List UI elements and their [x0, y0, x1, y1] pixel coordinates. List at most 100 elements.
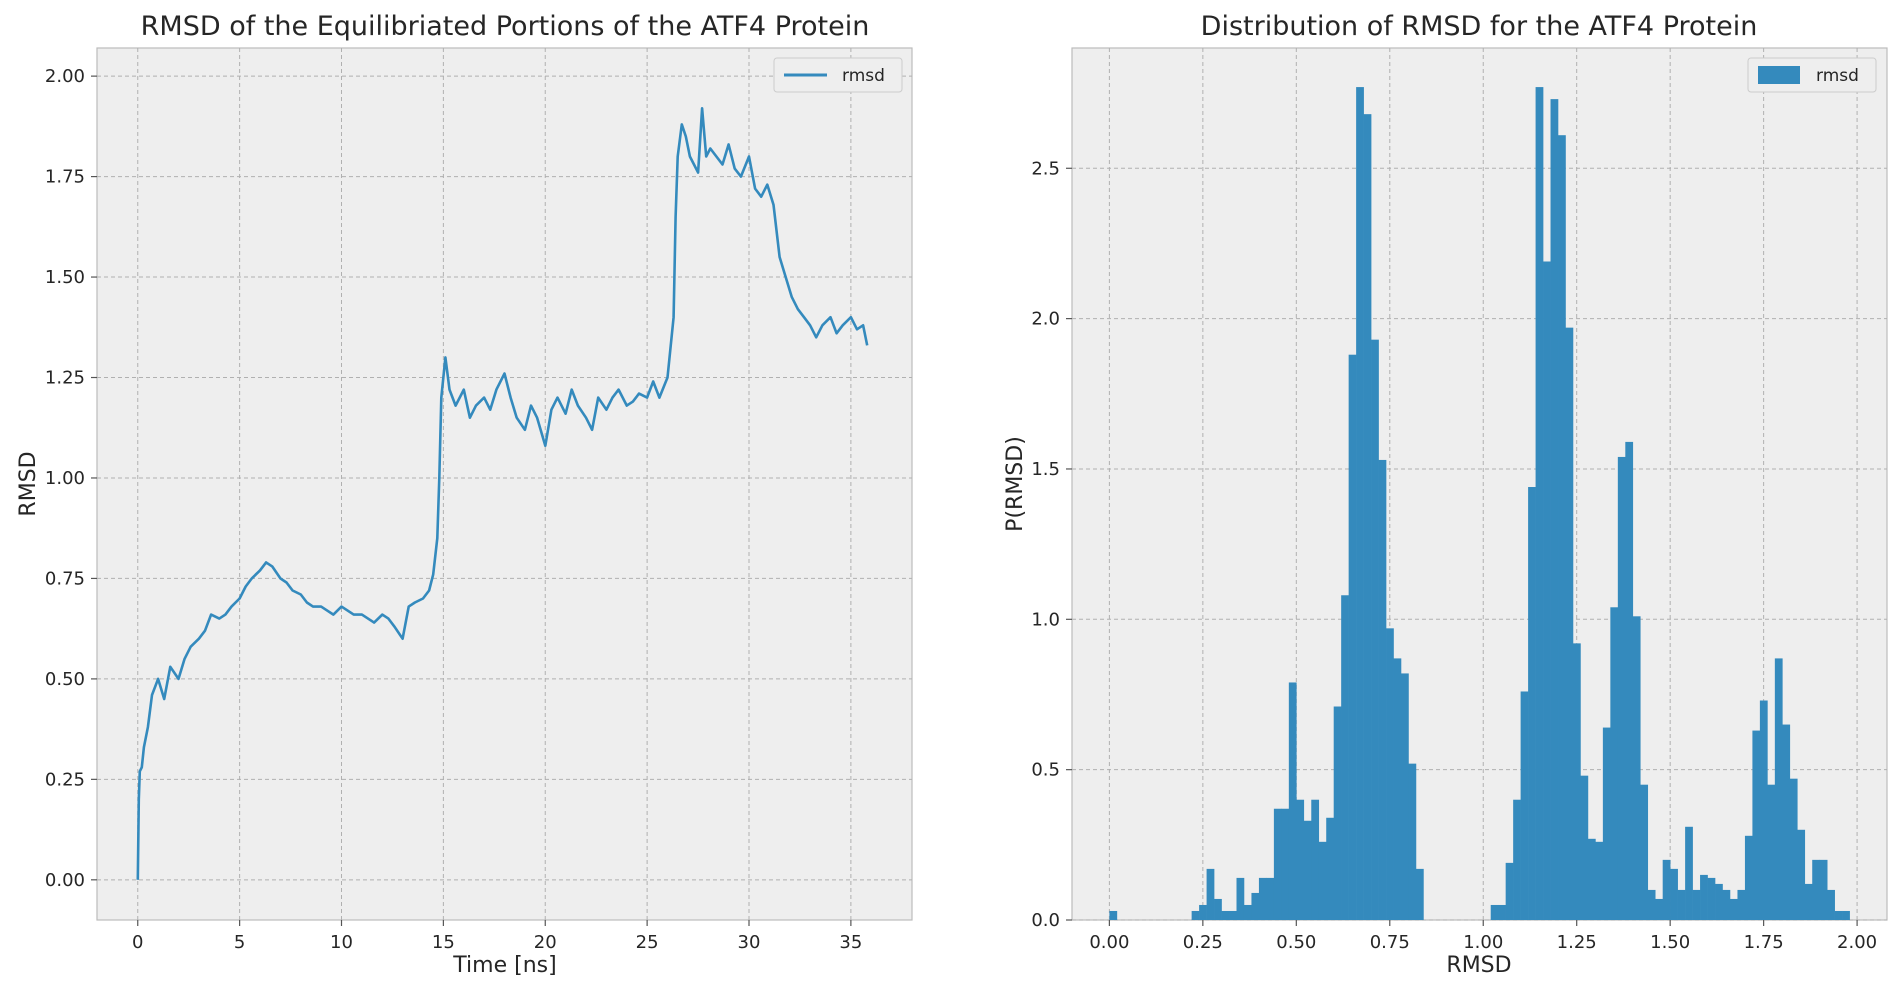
- histogram-bar: [1767, 784, 1776, 920]
- histogram-bar: [1378, 459, 1387, 920]
- histogram-bar: [1558, 135, 1566, 920]
- plot-area: [96, 47, 913, 921]
- y-tick-label: 1.0: [1031, 609, 1060, 630]
- histogram-bar: [1804, 883, 1813, 920]
- x-axis-label: RMSD: [1446, 953, 1511, 978]
- y-tick-label: 1.75: [45, 167, 85, 188]
- y-tick-label: 0.0: [1031, 910, 1060, 931]
- histogram-bar: [1229, 910, 1237, 920]
- histogram-bar: [1782, 724, 1791, 920]
- y-tick-label: 1.25: [45, 368, 85, 389]
- histogram-bar: [1333, 706, 1342, 920]
- y-axis-ticks: 0.00 0.25 0.50 0.75 1.00 1.25 1.50 1.75 2.00: [45, 66, 97, 891]
- x-tick-label: 1.00: [1463, 932, 1503, 953]
- legend-label: rmsd: [1816, 66, 1859, 86]
- x-tick-label: 1.50: [1650, 932, 1690, 953]
- x-tick-label: 25: [636, 932, 659, 953]
- x-tick-label: 0: [132, 932, 143, 953]
- histogram-bar: [1258, 877, 1267, 920]
- histogram-bar: [1363, 114, 1372, 920]
- histogram-bar: [1572, 643, 1581, 920]
- chart-title: RMSD of the Equilibriated Portions of th…: [141, 11, 870, 42]
- histogram-bar: [1513, 799, 1521, 920]
- histogram-bar: [1243, 904, 1252, 920]
- legend: rmsd: [1747, 57, 1877, 93]
- histogram-bar: [1214, 898, 1222, 920]
- histogram-bar: [1303, 820, 1312, 920]
- rmsd-distribution-chart: Distribution of RMSD for the ATF4 Protei…: [1003, 11, 1888, 978]
- histogram-bar: [1617, 456, 1626, 920]
- histogram-bar: [1655, 898, 1663, 920]
- histogram-bar: [1610, 607, 1619, 920]
- histogram-bar: [1744, 835, 1753, 920]
- histogram-bar: [1580, 775, 1589, 920]
- histogram-bar: [1677, 889, 1686, 920]
- x-axis-ticks: 0.00 0.25 0.50 0.75 1.00 1.25 1.50 1.75 2.00: [1089, 920, 1877, 953]
- histogram-bar: [1587, 838, 1596, 920]
- histogram-bar: [1326, 817, 1334, 920]
- rmsd-time-chart: RMSD of the Equilibriated Portions of th…: [16, 11, 913, 978]
- x-axis-label: Time [ns]: [452, 953, 556, 978]
- histogram-bar: [1109, 910, 1118, 920]
- histogram-bar: [1759, 700, 1768, 920]
- histogram-bar: [1550, 99, 1559, 921]
- histogram-bar: [1281, 808, 1290, 920]
- y-tick-label: 0.00: [45, 870, 85, 891]
- legend: rmsd: [773, 57, 903, 93]
- histogram-bar: [1834, 910, 1843, 920]
- x-tick-label: 20: [534, 932, 557, 953]
- chart-title: Distribution of RMSD for the ATF4 Protei…: [1201, 11, 1758, 42]
- histogram-bar: [1341, 595, 1349, 920]
- histogram-bar: [1565, 327, 1574, 920]
- histogram-bar: [1273, 808, 1282, 920]
- x-tick-label: 30: [738, 932, 761, 953]
- x-tick-label: 0.25: [1183, 932, 1223, 953]
- x-tick-label: 5: [234, 932, 245, 953]
- histogram-bar: [1797, 829, 1806, 920]
- y-axis-label: RMSD: [16, 451, 41, 516]
- x-tick-label: 35: [839, 932, 862, 953]
- y-tick-label: 2.0: [1031, 309, 1060, 330]
- histogram-bar: [1662, 859, 1671, 920]
- histogram-bar: [1311, 799, 1320, 920]
- histogram-bar: [1318, 841, 1327, 920]
- x-axis-ticks: 0 5 10 15 20 25 30 35: [132, 920, 862, 953]
- y-tick-label: 0.25: [45, 769, 85, 790]
- y-axis-label: P(RMSD): [1003, 436, 1028, 532]
- histogram-bar: [1602, 727, 1611, 920]
- histogram-bar: [1692, 889, 1701, 920]
- histogram-bar: [1221, 910, 1230, 920]
- x-tick-label: 1.75: [1744, 932, 1784, 953]
- x-tick-label: 15: [432, 932, 455, 953]
- histogram-bar: [1498, 904, 1506, 920]
- histogram-bar: [1535, 87, 1544, 921]
- histogram-bar: [1647, 889, 1656, 920]
- legend-label: rmsd: [842, 66, 885, 86]
- histogram-bar: [1206, 868, 1215, 920]
- histogram-bar: [1842, 910, 1850, 920]
- histogram-bar: [1348, 354, 1357, 920]
- histogram-bar: [1191, 910, 1200, 920]
- legend-swatch: [1758, 66, 1800, 84]
- histogram-bar: [1400, 673, 1409, 920]
- gridlines: [97, 48, 912, 920]
- histogram-bar: [1266, 877, 1275, 920]
- histogram-bar: [1288, 682, 1297, 920]
- histogram-bar: [1819, 859, 1828, 920]
- histogram-bar: [1827, 889, 1835, 920]
- x-tick-label: 0.75: [1370, 932, 1410, 953]
- histogram-bar: [1789, 778, 1798, 920]
- histogram-bar: [1729, 898, 1738, 920]
- legend-box: [773, 57, 903, 93]
- y-tick-label: 0.50: [45, 669, 85, 690]
- histogram-bar: [1543, 261, 1551, 920]
- y-tick-label: 2.5: [1031, 158, 1060, 179]
- histogram-bar: [1236, 877, 1245, 920]
- y-tick-label: 1.50: [45, 267, 85, 288]
- x-tick-label: 1.25: [1557, 932, 1597, 953]
- y-tick-label: 2.00: [45, 66, 85, 87]
- histogram-bar: [1393, 658, 1402, 920]
- histogram-bar: [1707, 877, 1716, 920]
- histogram-bar: [1296, 799, 1305, 920]
